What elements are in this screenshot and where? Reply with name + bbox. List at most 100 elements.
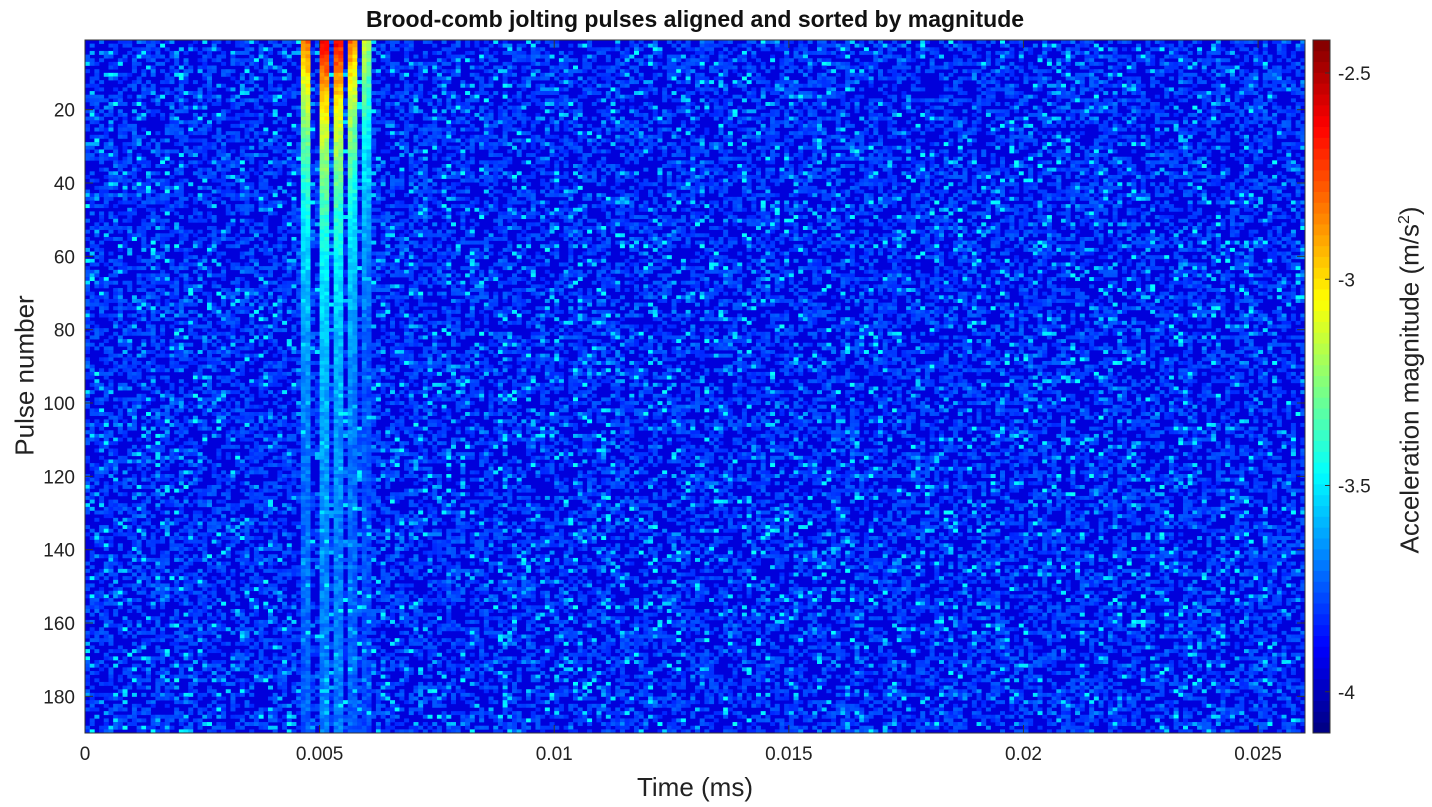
heatmap-cell bbox=[1023, 76, 1028, 80]
heatmap-cell bbox=[1113, 120, 1118, 124]
heatmap-cell bbox=[287, 44, 292, 48]
heatmap-cell bbox=[470, 135, 475, 139]
heatmap-cell bbox=[212, 44, 217, 48]
heatmap-cell bbox=[564, 102, 569, 106]
heatmap-cell bbox=[207, 55, 212, 59]
heatmap-cell bbox=[169, 117, 174, 121]
heatmap-cell bbox=[245, 66, 250, 70]
heatmap-cell bbox=[911, 84, 916, 88]
heatmap-cell bbox=[338, 47, 343, 51]
heatmap-cell bbox=[207, 69, 212, 73]
heatmap-cell bbox=[1042, 146, 1047, 150]
heatmap-cell bbox=[1089, 109, 1094, 113]
heatmap-cell bbox=[629, 124, 634, 128]
heatmap-cell bbox=[216, 102, 221, 106]
heatmap-cell bbox=[1211, 128, 1216, 132]
heatmap-cell bbox=[930, 142, 935, 146]
heatmap-cell bbox=[404, 73, 409, 77]
heatmap-cell bbox=[653, 62, 658, 66]
heatmap-cell bbox=[1084, 153, 1089, 157]
heatmap-cell bbox=[554, 102, 559, 106]
heatmap-cell bbox=[869, 102, 874, 106]
heatmap-cell bbox=[1244, 80, 1249, 84]
heatmap-cell bbox=[836, 73, 841, 77]
heatmap-cell bbox=[1122, 102, 1127, 106]
heatmap-cell bbox=[1019, 128, 1024, 132]
heatmap-cell bbox=[1019, 91, 1024, 95]
heatmap-cell bbox=[165, 87, 170, 91]
heatmap-cell bbox=[235, 58, 240, 62]
heatmap-cell bbox=[554, 69, 559, 73]
heatmap-cell bbox=[906, 131, 911, 135]
heatmap-cell bbox=[1277, 109, 1282, 113]
heatmap-cell bbox=[451, 47, 456, 51]
heatmap-cell bbox=[371, 138, 376, 142]
heatmap-cell bbox=[446, 131, 451, 135]
heatmap-cell bbox=[348, 51, 353, 55]
heatmap-cell bbox=[357, 124, 362, 128]
heatmap-cell bbox=[212, 157, 217, 161]
heatmap-cell bbox=[352, 98, 357, 102]
heatmap-cell bbox=[775, 40, 780, 44]
heatmap-cell bbox=[423, 40, 428, 44]
heatmap-cell bbox=[1202, 120, 1207, 124]
heatmap-cell bbox=[789, 84, 794, 88]
heatmap-cell bbox=[362, 157, 367, 161]
heatmap-cell bbox=[141, 55, 146, 59]
heatmap-cell bbox=[1000, 58, 1005, 62]
heatmap-cell bbox=[489, 109, 494, 113]
heatmap-cell bbox=[1070, 55, 1075, 59]
heatmap-cell bbox=[437, 131, 442, 135]
heatmap-cell bbox=[869, 135, 874, 139]
heatmap-cell bbox=[779, 87, 784, 91]
heatmap-cell bbox=[995, 69, 1000, 73]
heatmap-cell bbox=[639, 91, 644, 95]
heatmap-cell bbox=[503, 95, 508, 99]
heatmap-cell bbox=[137, 117, 142, 121]
heatmap-cell bbox=[784, 87, 789, 91]
heatmap-cell bbox=[1038, 55, 1043, 59]
heatmap-cell bbox=[873, 128, 878, 132]
heatmap-cell bbox=[559, 117, 564, 121]
heatmap-cell bbox=[127, 73, 132, 77]
heatmap-cell bbox=[268, 95, 273, 99]
heatmap-cell bbox=[592, 58, 597, 62]
heatmap-cell bbox=[606, 128, 611, 132]
heatmap-cell bbox=[479, 109, 484, 113]
heatmap-cell bbox=[216, 120, 221, 124]
heatmap-cell bbox=[1052, 153, 1057, 157]
heatmap-cell bbox=[1244, 138, 1249, 142]
heatmap-cell bbox=[1122, 128, 1127, 132]
heatmap-cell bbox=[531, 51, 536, 55]
heatmap-cell bbox=[794, 47, 799, 51]
heatmap-cell bbox=[362, 117, 367, 121]
heatmap-cell bbox=[892, 128, 897, 132]
heatmap-cell bbox=[123, 40, 128, 44]
heatmap-cell bbox=[916, 80, 921, 84]
heatmap-cell bbox=[845, 44, 850, 48]
heatmap-cell bbox=[179, 76, 184, 80]
heatmap-cell bbox=[1047, 149, 1052, 153]
heatmap-cell bbox=[1056, 69, 1061, 73]
heatmap-cell bbox=[1178, 44, 1183, 48]
heatmap-cell bbox=[606, 80, 611, 84]
heatmap-cell bbox=[855, 73, 860, 77]
heatmap-cell bbox=[704, 128, 709, 132]
heatmap-cell bbox=[709, 98, 714, 102]
heatmap-cell bbox=[1099, 128, 1104, 132]
heatmap-cell bbox=[132, 142, 137, 146]
heatmap-cell bbox=[629, 153, 634, 157]
heatmap-cell bbox=[958, 87, 963, 91]
heatmap-cell bbox=[151, 84, 156, 88]
heatmap-cell bbox=[123, 117, 128, 121]
heatmap-cell bbox=[883, 91, 888, 95]
heatmap-cell bbox=[188, 120, 193, 124]
heatmap-cell bbox=[681, 120, 686, 124]
heatmap-cell bbox=[99, 128, 104, 132]
heatmap-cell bbox=[1221, 58, 1226, 62]
heatmap-cell bbox=[259, 142, 264, 146]
heatmap-cell bbox=[1056, 87, 1061, 91]
heatmap-cell bbox=[235, 135, 240, 139]
heatmap-cell bbox=[1113, 73, 1118, 77]
heatmap-cell bbox=[714, 76, 719, 80]
